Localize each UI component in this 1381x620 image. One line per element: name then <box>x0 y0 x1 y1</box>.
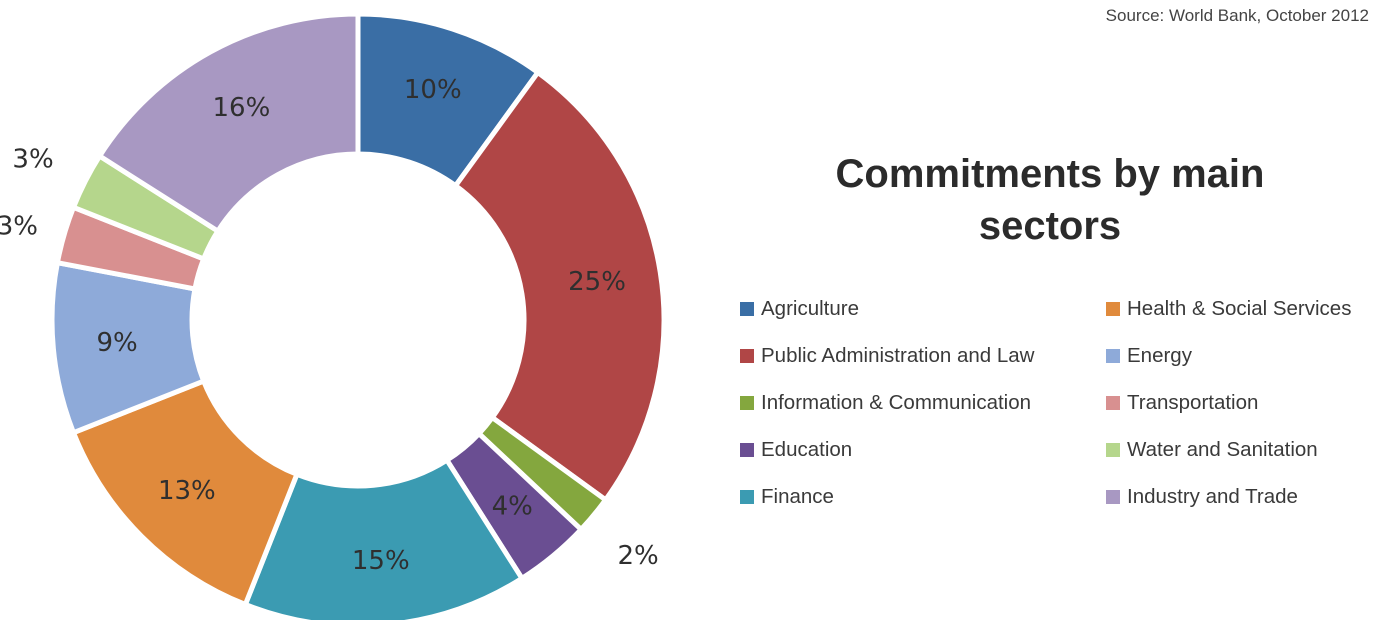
legend-item: Health & Social Services <box>1106 296 1351 322</box>
legend-swatch <box>740 302 754 316</box>
donut-slices <box>49 11 667 620</box>
legend-label: Water and Sanitation <box>1127 438 1318 461</box>
slice-label-8: 3% <box>12 145 53 175</box>
donut-slice-4 <box>242 456 526 620</box>
slice-labels: 10% 25% 2% 4% 15% 13% 9% 3% 3% 16% <box>0 75 659 576</box>
legend-swatch <box>1106 443 1120 457</box>
slice-label-9: 16% <box>213 93 271 123</box>
legend-swatch <box>740 490 754 504</box>
slice-label-2: 2% <box>618 541 659 571</box>
legend-label: Information & Communication <box>761 391 1032 414</box>
donut-slice-1 <box>452 68 667 504</box>
legend-item: Public Administration and Law <box>740 343 1035 369</box>
legend-item: Agriculture <box>740 296 859 322</box>
slice-label-7: 3% <box>0 211 38 241</box>
slice-label-5: 13% <box>158 476 216 506</box>
legend-item: Water and Sanitation <box>1106 437 1318 463</box>
legend-swatch <box>740 349 754 363</box>
legend-swatch <box>1106 302 1120 316</box>
slice-label-1: 25% <box>568 267 626 297</box>
slice-label-6: 9% <box>96 328 137 358</box>
legend-item: Industry and Trade <box>1106 484 1298 510</box>
chart-title: Commitments by main sectors <box>835 152 1265 248</box>
donut-slice-9 <box>96 11 361 235</box>
slice-label-3: 4% <box>492 491 533 521</box>
legend-label: Agriculture <box>761 297 859 320</box>
legend-label: Public Administration and Law <box>761 344 1035 367</box>
donut-chart: 10% 25% 2% 4% 15% 13% 9% 3% 3% 16% <box>0 11 667 620</box>
legend-swatch <box>1106 490 1120 504</box>
legend-swatch <box>1106 349 1120 363</box>
legend-item: Transportation <box>1106 390 1258 416</box>
slice-label-4: 15% <box>352 546 410 576</box>
legend-label: Education <box>761 438 853 461</box>
legend-item: Education <box>740 437 852 463</box>
legend-swatch <box>740 443 754 457</box>
legend-item: Information & Communication <box>740 390 1031 416</box>
legend-swatch <box>1106 396 1120 410</box>
legend-label: Health & Social Services <box>1127 297 1352 320</box>
chart-source: Source: World Bank, October 2012 <box>1105 6 1369 25</box>
legend-item: Energy <box>1106 343 1192 369</box>
donut-slice-5 <box>70 377 301 608</box>
legend-item: Finance <box>740 484 834 510</box>
legend-label: Finance <box>761 485 834 508</box>
legend-swatch <box>740 396 754 410</box>
legend-label: Industry and Trade <box>1127 485 1298 508</box>
slice-label-0: 10% <box>404 75 462 105</box>
legend-label: Transportation <box>1127 391 1259 414</box>
legend-label: Energy <box>1127 344 1192 367</box>
